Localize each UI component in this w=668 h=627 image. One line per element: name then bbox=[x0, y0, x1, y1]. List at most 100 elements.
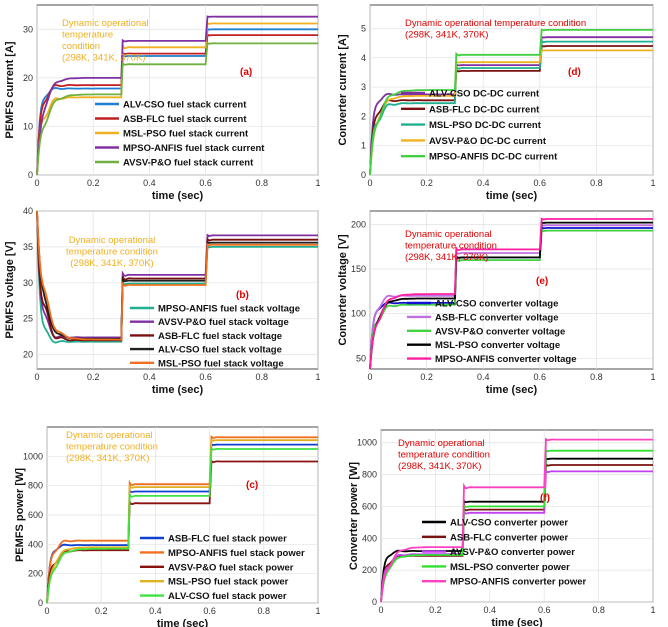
series-line-a-0 bbox=[36, 27, 318, 176]
series-line-b-2 bbox=[36, 210, 318, 342]
legend-entry: ASB-FLC fuel stack voltage bbox=[158, 331, 282, 342]
legend-entry: MPSO-ANFIS fuel stack power bbox=[168, 548, 305, 559]
annotation-line: Dynamic operational bbox=[66, 430, 153, 441]
y-axis-label: Converter power [W] bbox=[348, 462, 360, 571]
plot-frame bbox=[369, 210, 654, 370]
legend-entry: AVSV-P&O converter voltage bbox=[435, 326, 565, 337]
annotation-line: Dynamic operational bbox=[62, 18, 149, 29]
series-line-e-1 bbox=[369, 223, 653, 370]
legend-entry: AVSV-P&O DC-DC current bbox=[429, 136, 547, 147]
x-tick-label: 0.4 bbox=[484, 605, 497, 615]
y-axis-label: PEMFS power [W] bbox=[14, 468, 26, 562]
series-line-a-4 bbox=[36, 42, 318, 176]
y-tick-label: 400 bbox=[28, 539, 43, 549]
legend-entry: MPSO-ANFIS DC-DC current bbox=[429, 152, 558, 163]
legend-entry: MSL-PSO converter voltage bbox=[435, 340, 560, 351]
panel-label: (a) bbox=[240, 67, 252, 78]
x-tick-label: 0.2 bbox=[429, 605, 442, 615]
x-tick-label: 0 bbox=[34, 372, 39, 382]
x-tick-label: 0 bbox=[34, 178, 39, 188]
y-tick-label: 2 bbox=[361, 111, 366, 121]
series-line-a-1 bbox=[36, 33, 318, 176]
x-tick-label: 0.6 bbox=[203, 606, 216, 616]
x-axis-label: time (sec) bbox=[486, 190, 538, 202]
series-line-c-1 bbox=[46, 435, 318, 604]
y-tick-label: 0 bbox=[38, 598, 43, 608]
y-tick-label: 40 bbox=[23, 206, 33, 216]
x-tick-label: 0.6 bbox=[538, 605, 551, 615]
y-tick-label: 800 bbox=[362, 470, 377, 480]
y-tick-label: 150 bbox=[351, 264, 366, 274]
series-line-f-4 bbox=[380, 437, 653, 603]
annotation-line: temperature condition bbox=[405, 241, 497, 252]
x-tick-label: 0.2 bbox=[95, 606, 108, 616]
annotation-line: temperature bbox=[62, 30, 113, 41]
legend-entry: MPSO-ANFIS fuel stack voltage bbox=[158, 304, 300, 315]
y-axis-label: Converter voltage [V] bbox=[337, 234, 349, 346]
series-line-f-3 bbox=[380, 448, 653, 603]
x-tick-label: 0.4 bbox=[143, 372, 156, 382]
y-tick-label: 0 bbox=[361, 170, 366, 180]
annotation-line: (298K, 341K, 370K) bbox=[62, 53, 145, 64]
series-line-c-0 bbox=[46, 442, 318, 604]
legend-entry: ASB-FLC fuel stack power bbox=[168, 534, 287, 545]
x-axis-label: time (sec) bbox=[152, 190, 204, 202]
y-tick-label: 20 bbox=[23, 350, 33, 360]
series-line-a-2 bbox=[36, 21, 318, 176]
x-tick-label: 1 bbox=[315, 372, 320, 382]
y-tick-label: 3 bbox=[361, 82, 366, 92]
chart-panel-d: 0 0.2 0.4 0.6 0.8 1 0 1 2 3 4 5 time (sec) Converter … bbox=[337, 4, 656, 202]
annotation-line: Dynamic operational bbox=[405, 229, 492, 240]
x-tick-label: 0.6 bbox=[199, 178, 212, 188]
panel-label: (e) bbox=[536, 276, 548, 287]
y-tick-label: 600 bbox=[28, 510, 43, 520]
x-tick-label: 0.8 bbox=[592, 605, 605, 615]
y-tick-label: 30 bbox=[23, 278, 33, 288]
x-tick-label: 0.8 bbox=[590, 178, 603, 188]
annotation-line: (298K, 341K, 370K) bbox=[66, 453, 149, 464]
panel-label: (b) bbox=[236, 290, 249, 301]
y-tick-label: 400 bbox=[362, 533, 377, 543]
legend-entry: MSL-PSO fuel stack voltage bbox=[158, 358, 284, 369]
legend-entry: AVSV-P&O fuel stack power bbox=[168, 562, 294, 573]
y-tick-label: 200 bbox=[362, 565, 377, 575]
x-tick-label: 0.4 bbox=[143, 178, 156, 188]
y-tick-label: 25 bbox=[23, 314, 33, 324]
legend-entry: MSL-PSO converter power bbox=[450, 562, 570, 573]
y-tick-label: 1 bbox=[361, 141, 366, 151]
legend-entry: AVSV-P&O fuel stack voltage bbox=[158, 317, 289, 328]
legend-entry: MSL-PSO fuel stack current bbox=[123, 129, 249, 140]
x-tick-label: 1 bbox=[315, 606, 320, 616]
series-line-e-3 bbox=[369, 221, 653, 370]
y-tick-label: 10 bbox=[23, 121, 33, 131]
annotation-line: temperature condition bbox=[398, 450, 490, 461]
annotation-line: Dynamic operational bbox=[398, 438, 485, 449]
x-axis-label: time (sec) bbox=[152, 384, 204, 396]
x-tick-label: 0.8 bbox=[258, 606, 271, 616]
annotation-line: temperature condition bbox=[66, 247, 158, 258]
y-tick-label: 4 bbox=[361, 53, 366, 63]
annotation-line: Dynamic operational bbox=[69, 235, 156, 246]
y-tick-label: 0 bbox=[372, 597, 377, 607]
legend-entry: ALV-CSO fuel stack power bbox=[168, 591, 287, 602]
annotation-line: Dynamic operational temperature conditio… bbox=[405, 18, 586, 29]
legend-entry: MSL-PSO DC-DC current bbox=[429, 120, 542, 131]
annotation-line: temperature condition bbox=[66, 442, 158, 453]
x-tick-label: 0.4 bbox=[477, 178, 490, 188]
x-tick-label: 0.6 bbox=[199, 372, 212, 382]
y-tick-label: 100 bbox=[351, 309, 366, 319]
x-tick-label: 0.8 bbox=[590, 372, 603, 382]
annotation-line: (298K, 341K, 370K) bbox=[398, 461, 481, 472]
legend-entry: ALV-CSO fuel stack voltage bbox=[158, 345, 282, 356]
x-axis-label: time (sec) bbox=[157, 618, 209, 627]
legend-entry: ALV-CSO fuel stack current bbox=[123, 100, 247, 111]
panel-label: (c) bbox=[246, 480, 258, 491]
series-line-c-3 bbox=[46, 438, 318, 604]
legend-entry: ASB-FLC converter voltage bbox=[435, 312, 559, 323]
legend-entry: ASB-FLC fuel stack current bbox=[123, 114, 247, 125]
annotation-line: (298K, 341K, 370K) bbox=[70, 258, 153, 269]
series-line-d-3 bbox=[369, 49, 653, 176]
series-line-d-1 bbox=[369, 44, 653, 176]
y-tick-label: 0 bbox=[28, 170, 33, 180]
